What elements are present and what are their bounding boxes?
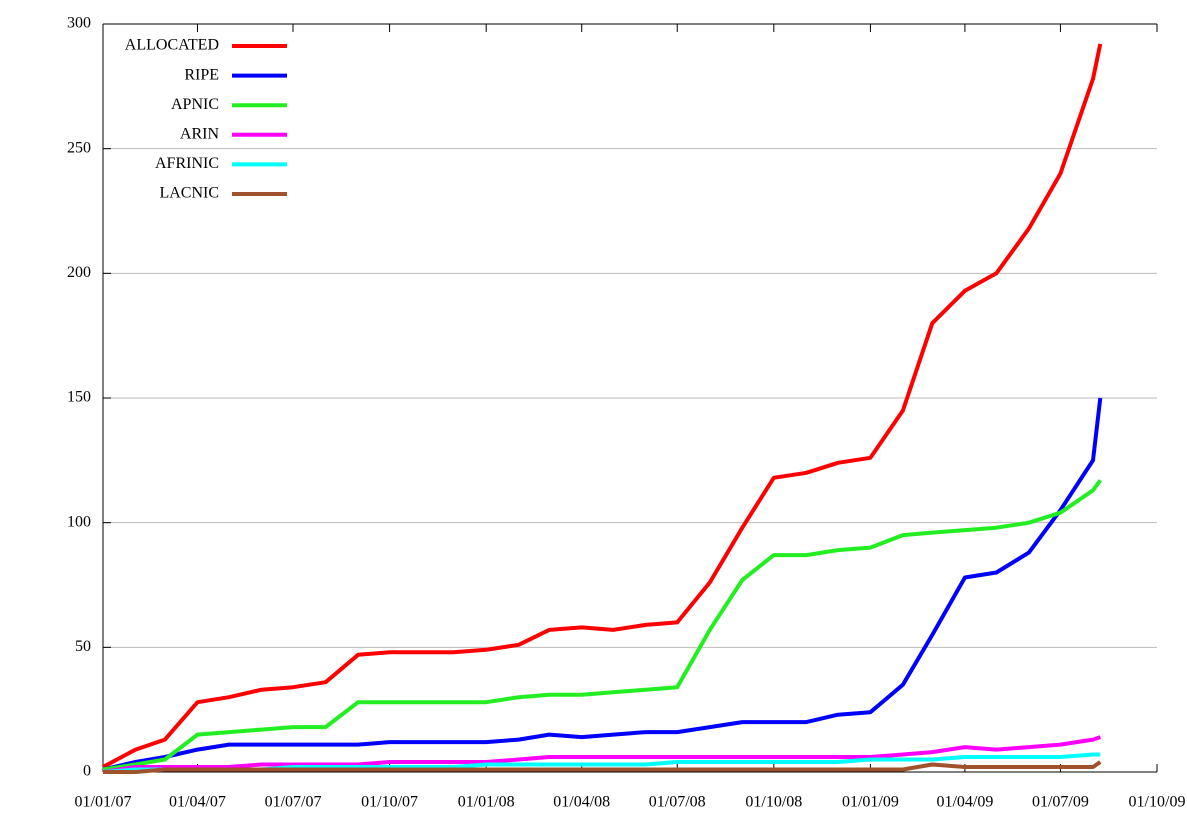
y-tick-label: 300 [67,15,91,32]
x-tick-label: 01/10/09 [1129,794,1186,811]
legend-label: ARIN [180,125,220,142]
legend-label: APNIC [171,96,219,113]
x-tick-label: 01/04/08 [553,794,610,811]
series-line [103,760,1102,774]
legend-label: AFRINIC [155,155,219,172]
x-tick-label: 01/04/09 [936,794,993,811]
legend-label: RIPE [184,66,219,83]
x-tick-label: 01/01/08 [458,794,515,811]
x-tick-label: 01/10/07 [361,794,418,811]
x-tick-label: 01/01/09 [842,794,899,811]
x-tick-label: 01/07/07 [265,794,322,811]
x-tick-label: 01/01/07 [75,794,132,811]
y-tick-label: 50 [75,638,91,655]
series-line [102,43,1103,769]
x-tick-label: 01/04/07 [169,794,226,811]
y-tick-label: 100 [67,513,91,530]
y-tick-label: 200 [67,264,91,281]
y-tick-label: 250 [67,139,91,156]
legend-label: LACNIC [159,185,219,202]
y-tick-label: 0 [83,763,91,780]
legend-label: ALLOCATED [125,37,219,54]
x-tick-label: 01/07/08 [649,794,706,811]
x-tick-label: 01/07/09 [1032,794,1089,811]
series-line [102,479,1102,772]
y-tick-label: 150 [67,389,91,406]
series-line [102,735,1101,774]
x-tick-label: 01/10/08 [745,794,802,811]
series-line [102,397,1103,772]
